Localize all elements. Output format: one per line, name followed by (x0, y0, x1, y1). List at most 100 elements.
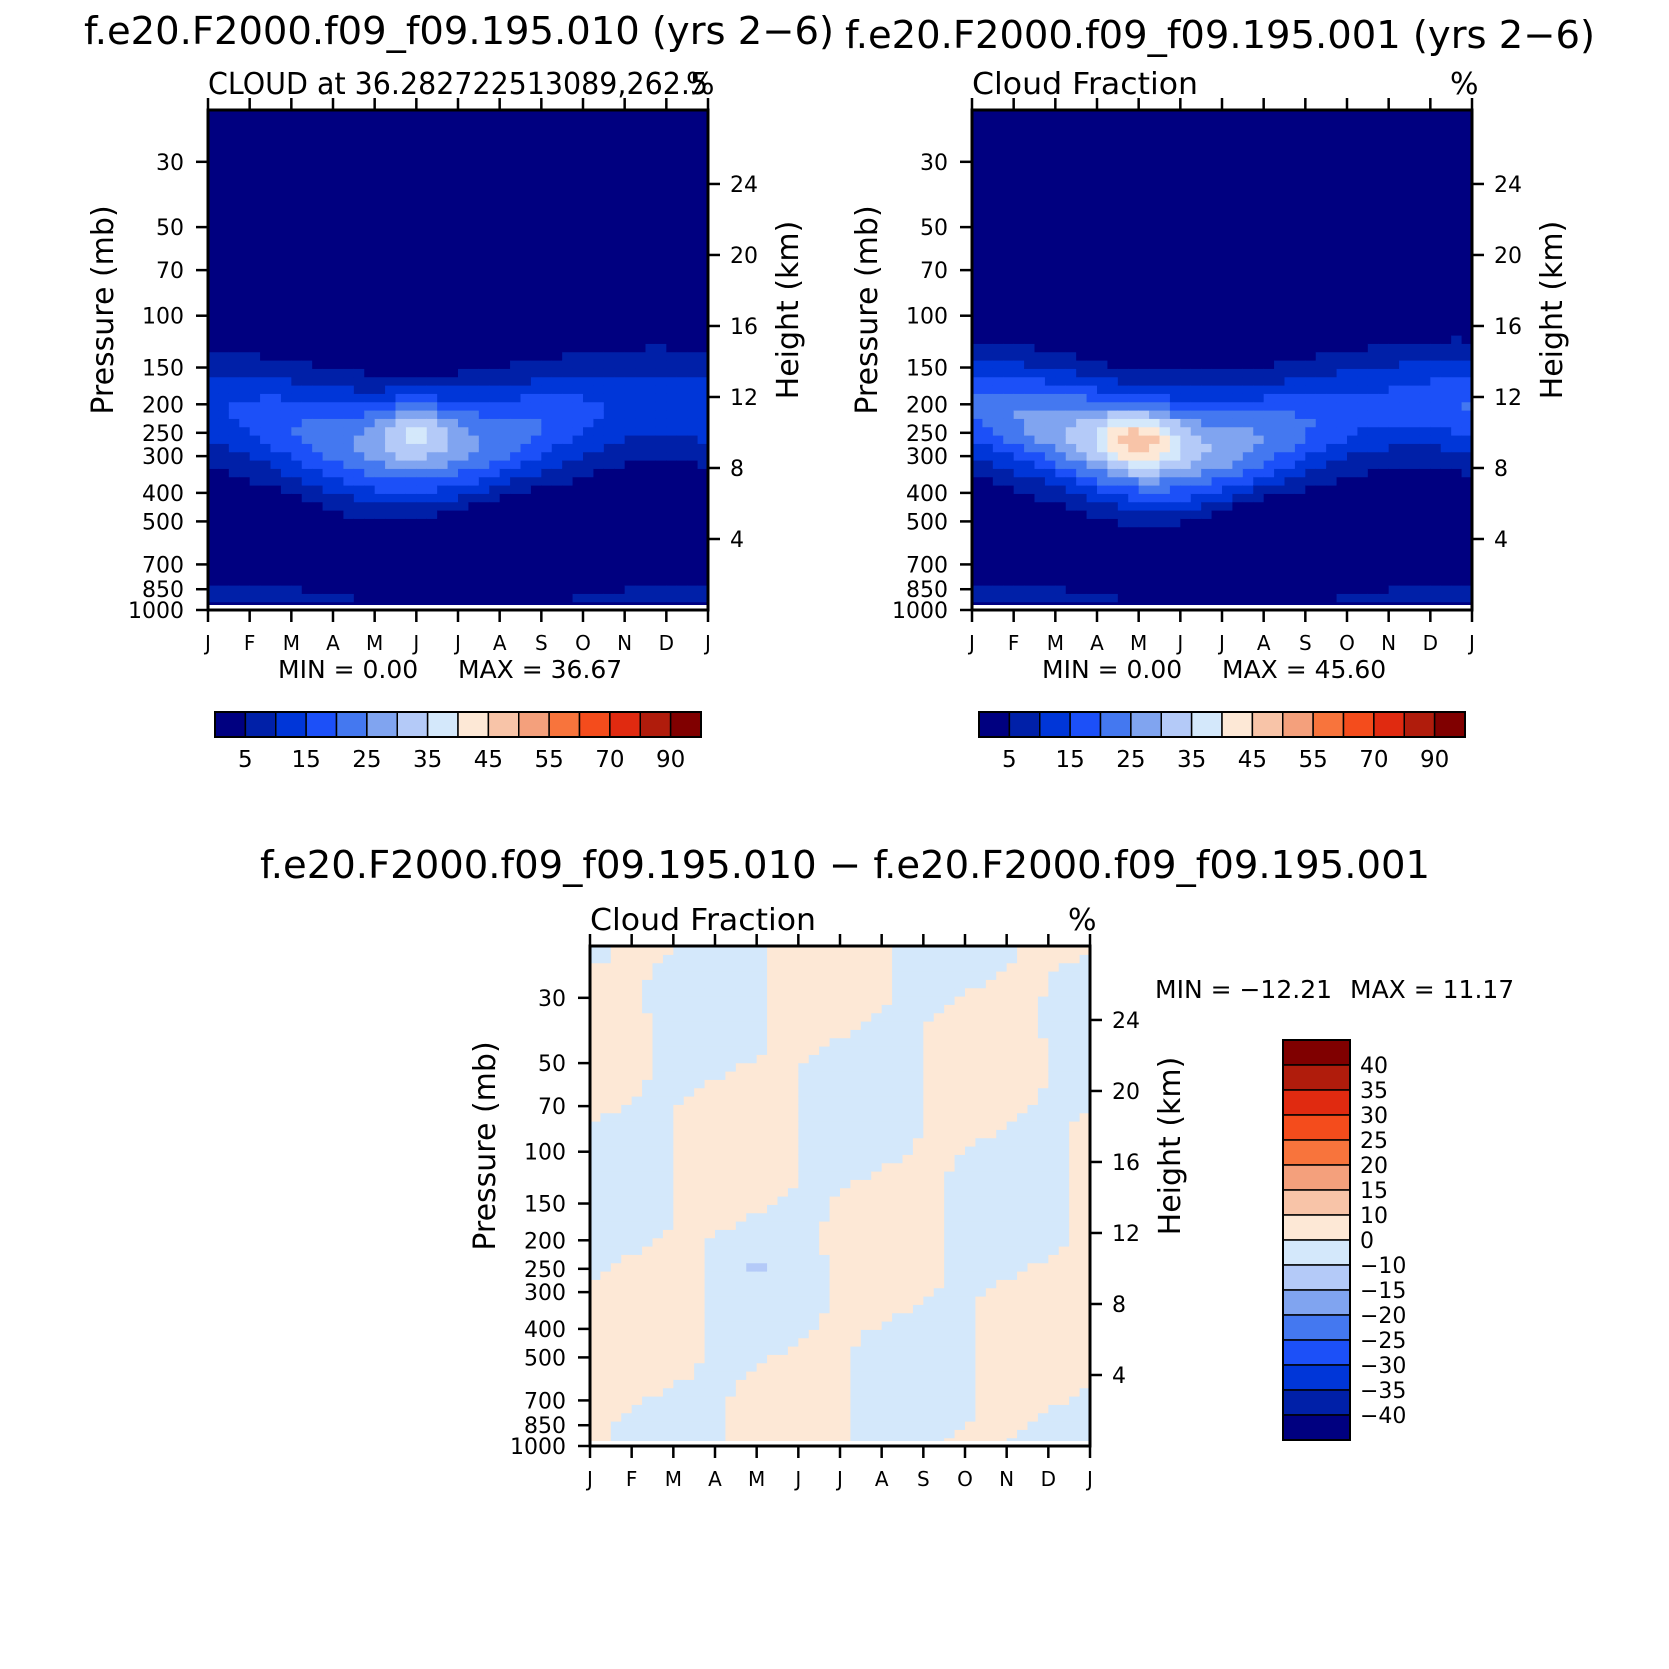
contour-cell (458, 301, 470, 311)
contour-cell (583, 518, 595, 528)
contour-cell (385, 535, 397, 544)
contour-cell (1242, 168, 1254, 178)
contour-cell (333, 301, 345, 311)
contour-cell (1294, 218, 1306, 228)
contour-cell (593, 376, 605, 386)
contour-cell (972, 526, 984, 536)
contour-cell (426, 360, 438, 369)
contour-cell (1149, 568, 1161, 578)
contour-cell (478, 235, 490, 244)
contour-cell (437, 293, 449, 303)
contour-cell (645, 443, 657, 453)
contour-cell (1274, 251, 1286, 261)
contour-cell (551, 293, 563, 303)
contour-cell (1201, 310, 1213, 319)
contour-cell (1076, 468, 1088, 478)
contour-cell (603, 435, 615, 444)
contour-cell (1107, 435, 1119, 444)
contour-cell (624, 268, 636, 278)
contour-cell (1242, 501, 1254, 511)
contour-cell (1211, 385, 1223, 394)
contour-cell (499, 301, 511, 311)
contour-cell (1232, 293, 1244, 303)
contour-cell (1211, 218, 1223, 228)
contour-cell (416, 251, 428, 261)
contour-cell (312, 318, 324, 328)
contour-cell (1232, 193, 1244, 203)
contour-cell (426, 235, 438, 244)
contour-cell (1294, 110, 1306, 119)
contour-cell (395, 276, 407, 286)
contour-cell (333, 518, 345, 528)
contour-cell (343, 168, 355, 178)
contour-cell (1274, 593, 1286, 603)
contour-cell (405, 526, 417, 536)
contour-cell (447, 476, 459, 486)
contour-cell (208, 251, 220, 261)
contour-cell (593, 151, 605, 161)
contour-cell (1159, 468, 1171, 478)
contour-cell (1253, 268, 1265, 278)
contour-cell (1263, 393, 1275, 403)
contour-cell (572, 176, 584, 186)
contour-cell (1044, 468, 1056, 478)
contour-cell (416, 585, 428, 594)
contour-cell (635, 426, 647, 436)
contour-cell (353, 193, 365, 203)
contour-cell (1222, 385, 1234, 394)
contour-cell (1222, 351, 1234, 361)
contour-cell (458, 485, 470, 494)
contour-cell (1076, 351, 1088, 361)
contour-cell (437, 376, 449, 386)
contour-cell (312, 118, 324, 128)
contour-cell (208, 185, 220, 194)
contour-cell (562, 493, 574, 503)
contour-cell (510, 376, 522, 386)
contour-cell (1044, 543, 1056, 553)
contour-cell (635, 576, 647, 586)
contour-cell (1232, 501, 1244, 511)
contour-cell (614, 585, 626, 594)
contour-cell (1003, 368, 1015, 378)
contour-cell (614, 260, 626, 269)
contour-cell (1097, 276, 1109, 286)
contour-cell (645, 426, 657, 436)
contour-cell (1211, 185, 1223, 194)
contour-cell (1305, 168, 1317, 178)
contour-cell (301, 110, 313, 119)
contour-cell (1305, 293, 1317, 303)
contour-cell (1044, 110, 1056, 119)
contour-cell (374, 301, 386, 311)
contour-cell (687, 201, 699, 211)
contour-cell (551, 393, 563, 403)
contour-cell (1201, 410, 1213, 419)
contour-cell (655, 126, 667, 136)
contour-cell (280, 535, 292, 544)
contour-cell (447, 335, 459, 344)
contour-cell (478, 535, 490, 544)
contour-cell (374, 185, 386, 194)
contour-cell (1024, 543, 1036, 553)
contour-cell (353, 293, 365, 303)
contour-cell (416, 276, 428, 286)
contour-cell (1107, 518, 1119, 528)
contour-cell (1159, 343, 1171, 353)
contour-cell (374, 218, 386, 228)
contour-cell (635, 410, 647, 419)
contour-cell (541, 110, 553, 119)
contour-cell (520, 260, 532, 269)
contour-cell (239, 393, 251, 403)
contour-cell (1086, 551, 1098, 561)
contour-cell (1044, 368, 1056, 378)
contour-cell (322, 126, 334, 136)
contour-cell (1263, 160, 1275, 169)
contour-cell (291, 218, 303, 228)
contour-cell (291, 118, 303, 128)
contour-cell (478, 568, 490, 578)
contour-cell (1263, 168, 1275, 178)
contour-cell (1180, 293, 1192, 303)
contour-cell (603, 318, 615, 328)
contour-cell (260, 468, 272, 478)
contour-cell (551, 501, 563, 511)
contour-cell (1284, 426, 1296, 436)
